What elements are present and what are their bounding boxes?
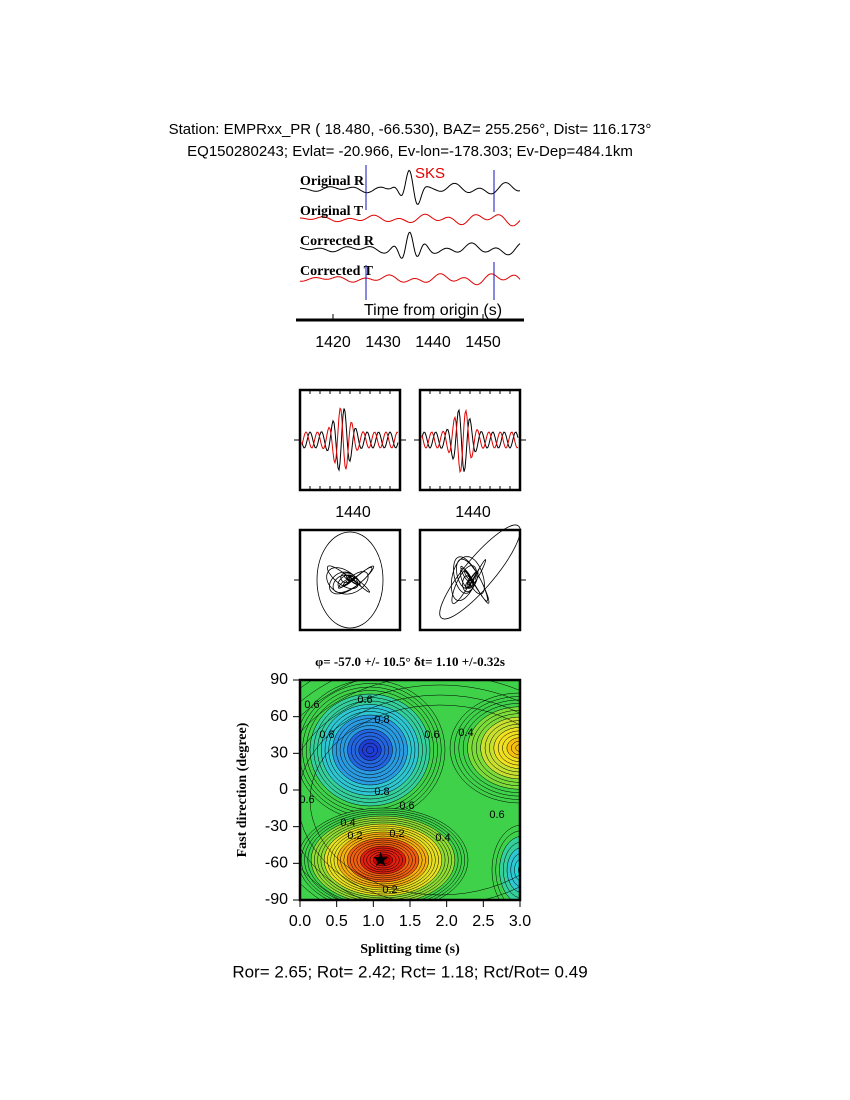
phase-label: SKS	[415, 165, 445, 182]
particle-motion	[439, 524, 521, 620]
x-axis-label: Time from origin (s)	[364, 302, 502, 319]
x-tick-label: 1.0	[362, 913, 384, 930]
header-line: Station: EMPRxx_PR ( 18.480, -66.530), B…	[169, 121, 652, 138]
x-tick-label: 1420	[315, 334, 351, 351]
footer: Ror= 2.65; Rot= 2.42; Rct= 1.18; Rct/Rot…	[232, 962, 587, 981]
trace-label: Corrected T	[300, 264, 374, 279]
waveform	[300, 213, 521, 227]
header-line: EQ150280243; Evlat= -20.966, Ev-lon=-178…	[187, 143, 633, 160]
contour	[300, 694, 520, 900]
x-tick-label: 2.0	[436, 913, 458, 930]
misfit-map	[300, 680, 520, 900]
x-axis-label: Splitting time (s)	[360, 942, 460, 957]
y-tick-label: -90	[265, 891, 288, 908]
contour-label: 0.6	[399, 800, 414, 812]
waveform	[301, 407, 399, 470]
y-tick-label: 0	[279, 781, 288, 798]
contour-label: 0.6	[304, 699, 319, 711]
x-tick-label: 1450	[465, 334, 501, 351]
x-tick-label: 1.5	[399, 913, 421, 930]
contour-label: 0.8	[374, 714, 389, 726]
contour-label: 0.2	[382, 884, 397, 896]
waveform	[299, 231, 521, 259]
contour-label: 0.4	[340, 817, 355, 829]
contour-label: 0.2	[347, 830, 362, 842]
waveform	[301, 408, 399, 472]
x-tick-label: 1440	[455, 504, 491, 521]
waveform	[421, 408, 519, 474]
y-tick-label: 60	[270, 708, 288, 725]
particle-motion	[326, 565, 375, 595]
contour-label: 0.6	[489, 809, 504, 821]
contour-label: 0.6	[299, 794, 314, 806]
contour-label: 0.6	[424, 729, 439, 741]
trace-label: Original R	[300, 174, 365, 189]
contour-label: 0.6	[357, 694, 372, 706]
waveform	[299, 169, 521, 205]
contour	[309, 704, 520, 896]
x-tick-label: 1430	[365, 334, 401, 351]
contour	[510, 853, 520, 887]
particle-motion	[450, 556, 490, 604]
contour	[514, 858, 520, 882]
contour	[366, 746, 374, 754]
y-tick-label: -60	[265, 855, 288, 872]
contour-label: 0.8	[319, 729, 334, 741]
y-tick-label: 90	[270, 671, 288, 688]
trace-label: Corrected R	[300, 234, 375, 249]
contour-label: 0.4	[458, 727, 473, 739]
y-tick-label: 30	[270, 745, 288, 762]
contour-label: 0.4	[435, 832, 450, 844]
y-axis-label: Fast direction (degree)	[235, 722, 250, 857]
x-tick-label: 3.0	[509, 913, 531, 930]
x-tick-label: 1440	[415, 334, 451, 351]
x-tick-label: 0.5	[326, 913, 348, 930]
result-title: φ= -57.0 +/- 10.5° δt= 1.10 +/-0.32s	[315, 654, 505, 669]
best-fit-star	[373, 851, 389, 867]
particle-motion	[316, 531, 384, 629]
x-tick-label: 0.0	[289, 913, 311, 930]
trace-label: Original T	[300, 204, 364, 219]
contour-label: 0.2	[389, 828, 404, 840]
y-tick-label: -30	[265, 818, 288, 835]
contour-label: 0.8	[374, 786, 389, 798]
x-tick-label: 1440	[335, 504, 371, 521]
waveform	[299, 273, 521, 286]
x-tick-label: 2.5	[472, 913, 494, 930]
contour	[300, 684, 520, 900]
